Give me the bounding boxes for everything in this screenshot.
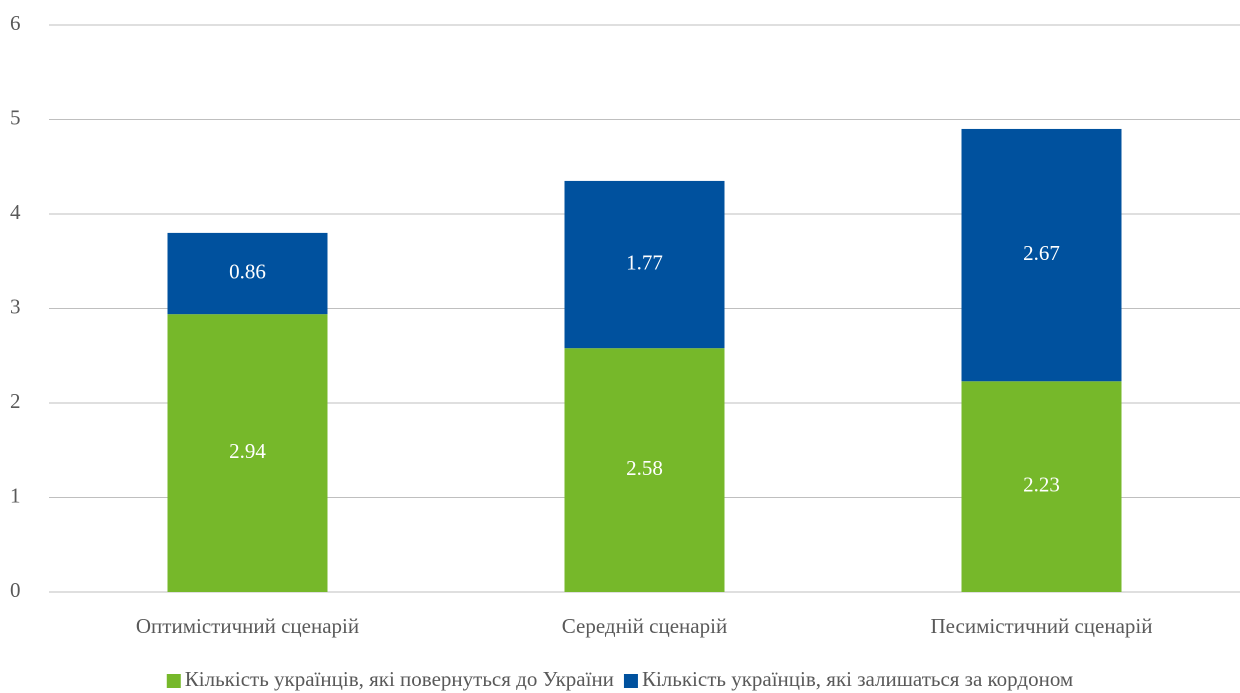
y-tick-label: 5 <box>10 105 21 129</box>
legend-swatch <box>166 674 181 688</box>
bar-segment <box>564 348 725 592</box>
y-tick-label: 6 <box>10 11 21 35</box>
bar-segment <box>167 232 328 315</box>
legend-swatch <box>623 674 638 688</box>
y-tick-label: 1 <box>10 483 21 507</box>
legend-label: Кількість українців, які повернуться до … <box>185 667 614 691</box>
data-label: 2.23 <box>1023 472 1060 496</box>
data-label: 2.58 <box>626 456 663 480</box>
legend-label: Кількість українців, які залишаться за к… <box>642 667 1073 691</box>
data-label: 2.67 <box>1023 241 1060 265</box>
bar-segment <box>961 128 1122 382</box>
x-tick-label: Середній сценарій <box>562 614 727 638</box>
data-label: 2.94 <box>229 439 266 463</box>
y-tick-label: 4 <box>10 200 21 224</box>
data-label: 1.77 <box>626 250 663 274</box>
x-tick-label: Оптимістичний сценарій <box>136 614 359 638</box>
y-tick-label: 2 <box>10 389 21 413</box>
data-label: 0.86 <box>229 259 266 283</box>
bar-segment <box>564 180 725 349</box>
y-tick-label: 3 <box>10 294 21 318</box>
bar-segment <box>961 381 1122 592</box>
y-tick-label: 0 <box>10 578 21 602</box>
x-tick-label: Песимістичний сценарій <box>931 614 1153 638</box>
bar-segment <box>167 314 328 592</box>
